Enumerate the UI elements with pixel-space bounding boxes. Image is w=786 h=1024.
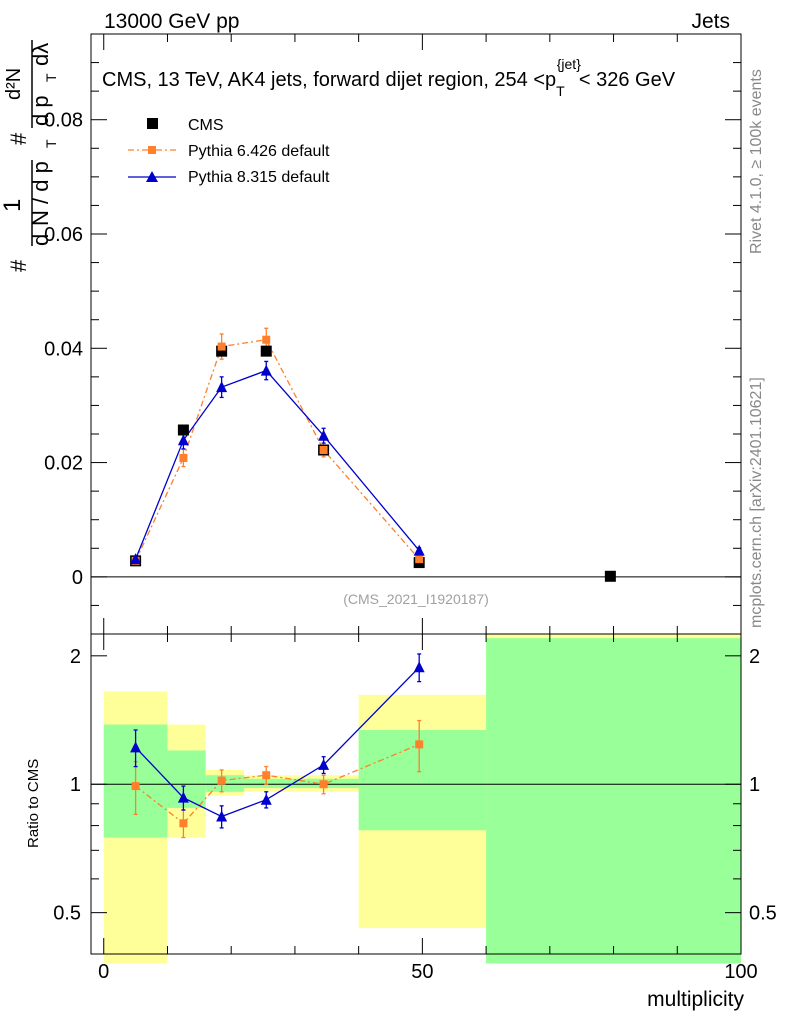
ratio-ytick-label-right: 2 [749,646,760,668]
header-process: Jets [691,10,730,33]
ratio-ylabel: Ratio to CMS [25,759,42,848]
pythia-6-426-default-point [179,454,188,462]
ratio-ytick-label-right: 0.5 [749,903,777,925]
ylabel-right-den-c: dλ [28,43,53,66]
pythia-8-315-default-ratio-point [413,661,425,673]
pythia-8-315-default-ratio-point [260,793,272,805]
analysis-watermark: (CMS_2021_I1920187) [343,591,489,607]
pythia-8-315-default-ratio-point [216,810,228,822]
ylabel-hash-right: # [6,132,31,145]
ratio-ytick-label: 2 [70,646,81,668]
title-sub: T [556,83,565,99]
pythia-6-426-default-point [262,335,271,344]
main-ytick-label: 0 [72,567,83,589]
pythia-8-315-default-point [177,434,189,446]
ylabel-den-a: d [28,234,53,246]
pythia-6-426-default-point [415,555,424,564]
ylabel-num: 1 [0,199,26,212]
ratio-ytick-label: 1 [70,774,81,796]
ratio-ytick-label-right: 1 [749,774,760,796]
pythia-8-315-default-ratio-point [130,741,142,753]
pythia-6-426-default-ratio-point [179,819,188,828]
cms-point [260,345,272,357]
main-ytick-label: 0.06 [44,224,83,246]
legend-py8-marker [146,171,158,182]
legend-py8-label: Pythia 8.315 default [188,169,330,186]
pythia-8-315-default-point [216,381,228,393]
pythia-6-426-default-point [319,446,328,454]
pythia-8-315-default-ratio-point [318,758,330,770]
pythia-6-426-default-ratio-line [135,743,420,825]
pythia-8-315-default-point [413,544,425,556]
ylabel-den-b: N / d p [28,161,53,226]
legend-cms-label: CMS [188,117,224,134]
cms-point [216,345,228,357]
ylabel-den-c: T [43,139,59,148]
site-label: mcplots.cern.ch [arXiv:2401.10621] [748,377,765,628]
legend: CMS Pythia 6.426 default Pythia 8.315 de… [128,117,330,186]
main-series [130,327,616,582]
pythia-8-315-default-point [130,553,142,565]
main-ticks: 0 0.02 0.04 0.06 0.08 [44,34,742,635]
x-tick-label: 0 [98,961,109,983]
x-tick-label: 100 [724,961,757,983]
cms-point [604,570,616,582]
main-ytick-label: 0.04 [44,338,83,360]
uncertainty-band-green [243,778,295,788]
legend-py6-marker [148,146,156,154]
pythia-8-315-default-ratio-line [135,666,420,818]
legend-cms-marker [147,118,158,129]
rivet-label: Rivet 4.1.0, ≥ 100k events [748,69,765,254]
ylabel-hash-left: # [6,259,31,272]
ylabel-right-num: d²N [3,68,25,100]
pythia-6-426-default-ratio-point [262,771,271,780]
pythia-6-426-default-point [217,342,226,351]
main-ytick-label: 0.02 [44,453,83,475]
x-tick-label: 50 [411,961,433,983]
ylabel-right-den-b: T [43,73,59,82]
title-sup: {jet} [557,56,581,72]
pythia-8-315-default-point [318,429,330,441]
pythia-6-426-default-ratio-point [131,782,140,791]
title-pre: CMS, 13 TeV, AK4 jets, forward dijet reg… [102,69,556,91]
pythia-8-315-default-line [135,369,420,560]
ratio-frame [90,633,742,955]
ylabel-right-den-a: d p [28,95,53,126]
header-energy: 13000 GeV pp [104,10,239,33]
main-ytick-label: 0.08 [44,110,83,132]
plot-title: CMS, 13 TeV, AK4 jets, forward dijet reg… [102,56,676,99]
main-frame [90,33,742,635]
title-post: < 326 GeV [579,69,676,91]
ratio-ytick-label: 0.5 [53,903,81,925]
legend-py6-label: Pythia 6.426 default [188,143,330,160]
uncertainty-band-green [486,638,741,964]
pythia-6-426-default-line [135,339,420,562]
pythia-8-315-default-ratio-point [177,791,189,803]
x-axis-label: multiplicity [647,988,744,1011]
pythia-6-426-default-ratio-point [415,740,424,749]
ratio-bands [91,634,741,964]
main-ylabel: # 1 d N / d p T # d²N d p T dλ [0,40,59,272]
pythia-6-426-default-ratio-point [217,776,226,785]
cms-point [177,424,189,436]
pythia-6-426-default-ratio-point [319,780,328,789]
pythia-8-315-default-point [260,364,272,376]
ratio-series [130,653,425,839]
